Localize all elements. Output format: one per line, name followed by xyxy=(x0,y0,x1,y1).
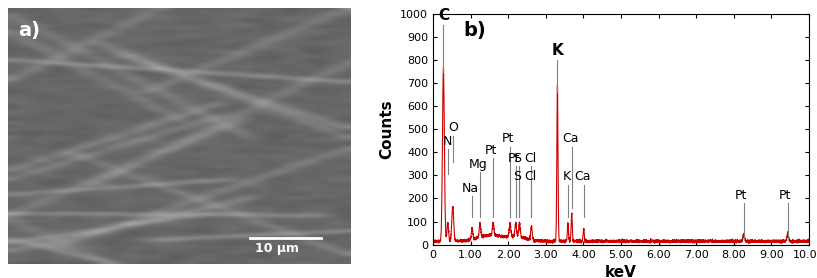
Text: Na: Na xyxy=(462,182,479,195)
Text: Pt: Pt xyxy=(779,189,792,202)
Text: Pt: Pt xyxy=(735,189,748,202)
Text: S: S xyxy=(514,170,521,183)
Text: S: S xyxy=(514,152,521,165)
Text: O: O xyxy=(448,121,458,134)
Text: Mg: Mg xyxy=(469,158,488,171)
Text: 10 μm: 10 μm xyxy=(256,242,300,255)
Text: Pt: Pt xyxy=(485,144,498,157)
Text: a): a) xyxy=(19,21,41,40)
Text: Ca: Ca xyxy=(562,132,578,145)
X-axis label: keV: keV xyxy=(605,265,637,278)
Text: K: K xyxy=(551,43,563,58)
Text: Cl: Cl xyxy=(524,152,536,165)
Text: K: K xyxy=(562,170,570,183)
Y-axis label: Counts: Counts xyxy=(380,100,395,159)
Text: Cl: Cl xyxy=(524,170,536,183)
Text: Ca: Ca xyxy=(574,170,591,183)
Text: b): b) xyxy=(463,21,486,40)
Text: N: N xyxy=(443,135,453,148)
Text: C: C xyxy=(438,8,449,23)
Text: Pt: Pt xyxy=(502,132,515,145)
Text: Pt: Pt xyxy=(507,152,520,165)
